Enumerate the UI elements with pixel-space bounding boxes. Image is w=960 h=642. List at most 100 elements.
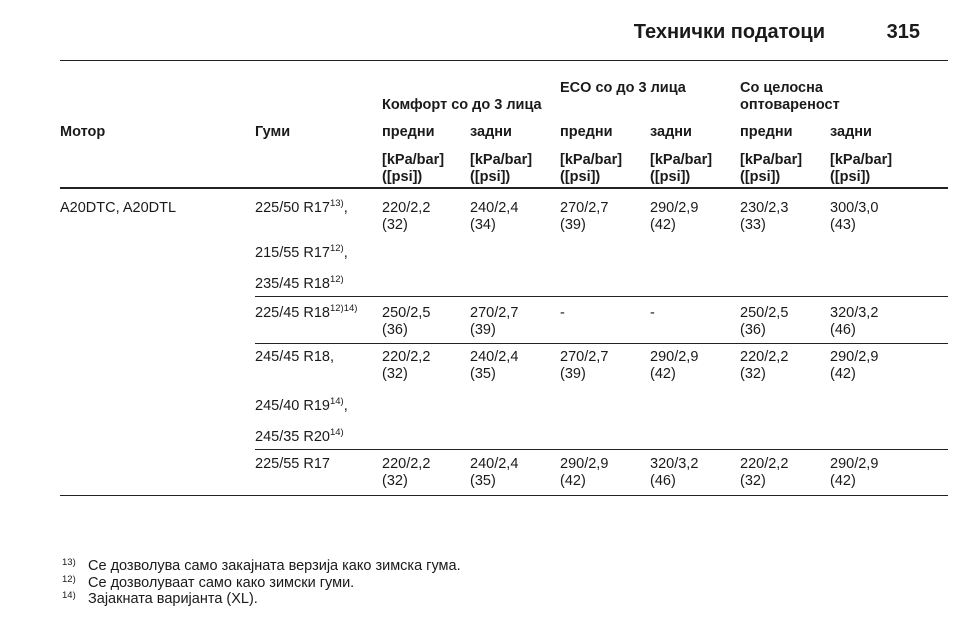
unit: ([psi]) [560, 169, 601, 185]
pressure-psi: (32) [382, 366, 408, 382]
unit: [kPa/bar] [650, 152, 713, 168]
pressure: 320/3,2 [830, 305, 879, 321]
pressure-psi: (43) [830, 217, 856, 233]
tyre: 225/55 R17 [255, 456, 330, 473]
footnote-text: Се дозволува само закајната верзија како… [88, 558, 461, 574]
column-header: предни [382, 124, 435, 140]
footnote-mark: 13) [62, 557, 76, 568]
pressure: 220/2,2 [740, 456, 789, 472]
footnote-ref: 13) [329, 198, 344, 209]
pressure: 250/2,5 [740, 305, 789, 321]
footnote-mark: 14) [62, 590, 76, 601]
unit: [kPa/bar] [740, 152, 803, 168]
tyre-suffix: , [343, 245, 348, 261]
pressure: - [650, 305, 655, 321]
unit: ([psi]) [650, 169, 691, 185]
unit: ([psi]) [830, 169, 871, 185]
tyre-size: 245/35 R20 [255, 429, 330, 445]
pressure-psi: (39) [560, 366, 586, 382]
column-header: задни [650, 124, 692, 140]
tyre-size: 235/45 R18 [255, 276, 330, 292]
column-header: Мотор [60, 124, 106, 140]
tyre-size: 245/45 R18, [255, 349, 335, 365]
unit: ([psi]) [470, 169, 511, 185]
pressure-psi: (33) [740, 217, 766, 233]
tyre-size: 245/40 R19 [255, 398, 330, 414]
engine: A20DTC, A20DTL [60, 200, 177, 216]
pressure: 220/2,2 [382, 456, 431, 472]
tyre-size: 225/45 R18 [255, 305, 330, 321]
rule [60, 187, 948, 189]
unit: ([psi]) [382, 169, 423, 185]
pressure: 230/2,3 [740, 200, 789, 216]
pressure: 250/2,5 [382, 305, 431, 321]
unit: [kPa/bar] [560, 152, 623, 168]
pressure-psi: (42) [830, 366, 856, 382]
pressure: 220/2,2 [382, 349, 431, 365]
footnote-ref: 14) [329, 427, 344, 438]
pressure: 290/2,9 [650, 200, 699, 216]
pressure: 240/2,4 [470, 349, 519, 365]
page-number: 315 [886, 21, 920, 43]
pressure: 240/2,4 [470, 456, 519, 472]
tyre: 235/45 R1812) [255, 274, 344, 293]
tyre-size: 225/55 R17 [255, 456, 330, 472]
column-header: задни [830, 124, 872, 140]
pressure: 290/2,9 [650, 349, 699, 365]
pressure-psi: (35) [470, 473, 496, 489]
tyre: 245/45 R18, [255, 349, 334, 366]
pressure-psi: (36) [740, 322, 766, 338]
pressure: 270/2,7 [560, 200, 609, 216]
pressure-psi: (39) [560, 217, 586, 233]
pressure-psi: (32) [382, 217, 408, 233]
pressure-psi: (32) [740, 366, 766, 382]
pressure-psi: (39) [470, 322, 496, 338]
tyre-size: 215/55 R17 [255, 245, 330, 261]
tyre: 245/35 R2014) [255, 427, 344, 446]
pressure: 220/2,2 [382, 200, 431, 216]
pressure-psi: (34) [470, 217, 496, 233]
pressure-psi: (42) [830, 473, 856, 489]
pressure: - [560, 305, 565, 321]
tyre: 225/45 R1812)14) [255, 303, 358, 322]
tyre-suffix: , [343, 200, 348, 216]
pressure: 300/3,0 [830, 200, 879, 216]
pressure-psi: (42) [650, 217, 676, 233]
pressure-psi: (46) [830, 322, 856, 338]
pressure: 290/2,9 [560, 456, 609, 472]
tyre: 225/50 R1713), [255, 198, 348, 217]
footnote-ref: 12)14) [329, 303, 358, 314]
footnote-text: Зајакната варијанта (XL). [88, 591, 258, 607]
column-header: предни [740, 124, 793, 140]
rule [60, 495, 948, 496]
pressure: 220/2,2 [740, 349, 789, 365]
column-header: Гуми [255, 124, 291, 140]
page-title: Технички податоци [633, 21, 825, 43]
pressure: 290/2,9 [830, 456, 879, 472]
tyre-size: 225/50 R17 [255, 200, 330, 216]
rule [60, 60, 948, 61]
pressure: 270/2,7 [470, 305, 519, 321]
group-header: Комфорт со до 3 лица [382, 97, 542, 113]
column-header: задни [470, 124, 512, 140]
footnote-ref: 14) [329, 396, 344, 407]
pressure-psi: (42) [650, 366, 676, 382]
footnote-ref: 12) [329, 274, 344, 285]
row-rule [255, 449, 948, 450]
pressure: 270/2,7 [560, 349, 609, 365]
pressure-psi: (35) [470, 366, 496, 382]
tyre: 215/55 R1712), [255, 243, 348, 262]
pressure-psi: (32) [740, 473, 766, 489]
row-rule [255, 343, 948, 344]
pressure-psi: (32) [382, 473, 408, 489]
pressure: 240/2,4 [470, 200, 519, 216]
unit: [kPa/bar] [470, 152, 533, 168]
pressure: 320/3,2 [650, 456, 699, 472]
footnote-mark: 12) [62, 573, 76, 585]
column-header: предни [560, 124, 613, 140]
footnote-ref: 12) [329, 243, 344, 254]
unit: [kPa/bar] [830, 152, 893, 168]
pressure-psi: (42) [560, 473, 586, 489]
pressure-psi: (36) [382, 322, 408, 338]
row-rule [255, 296, 948, 297]
